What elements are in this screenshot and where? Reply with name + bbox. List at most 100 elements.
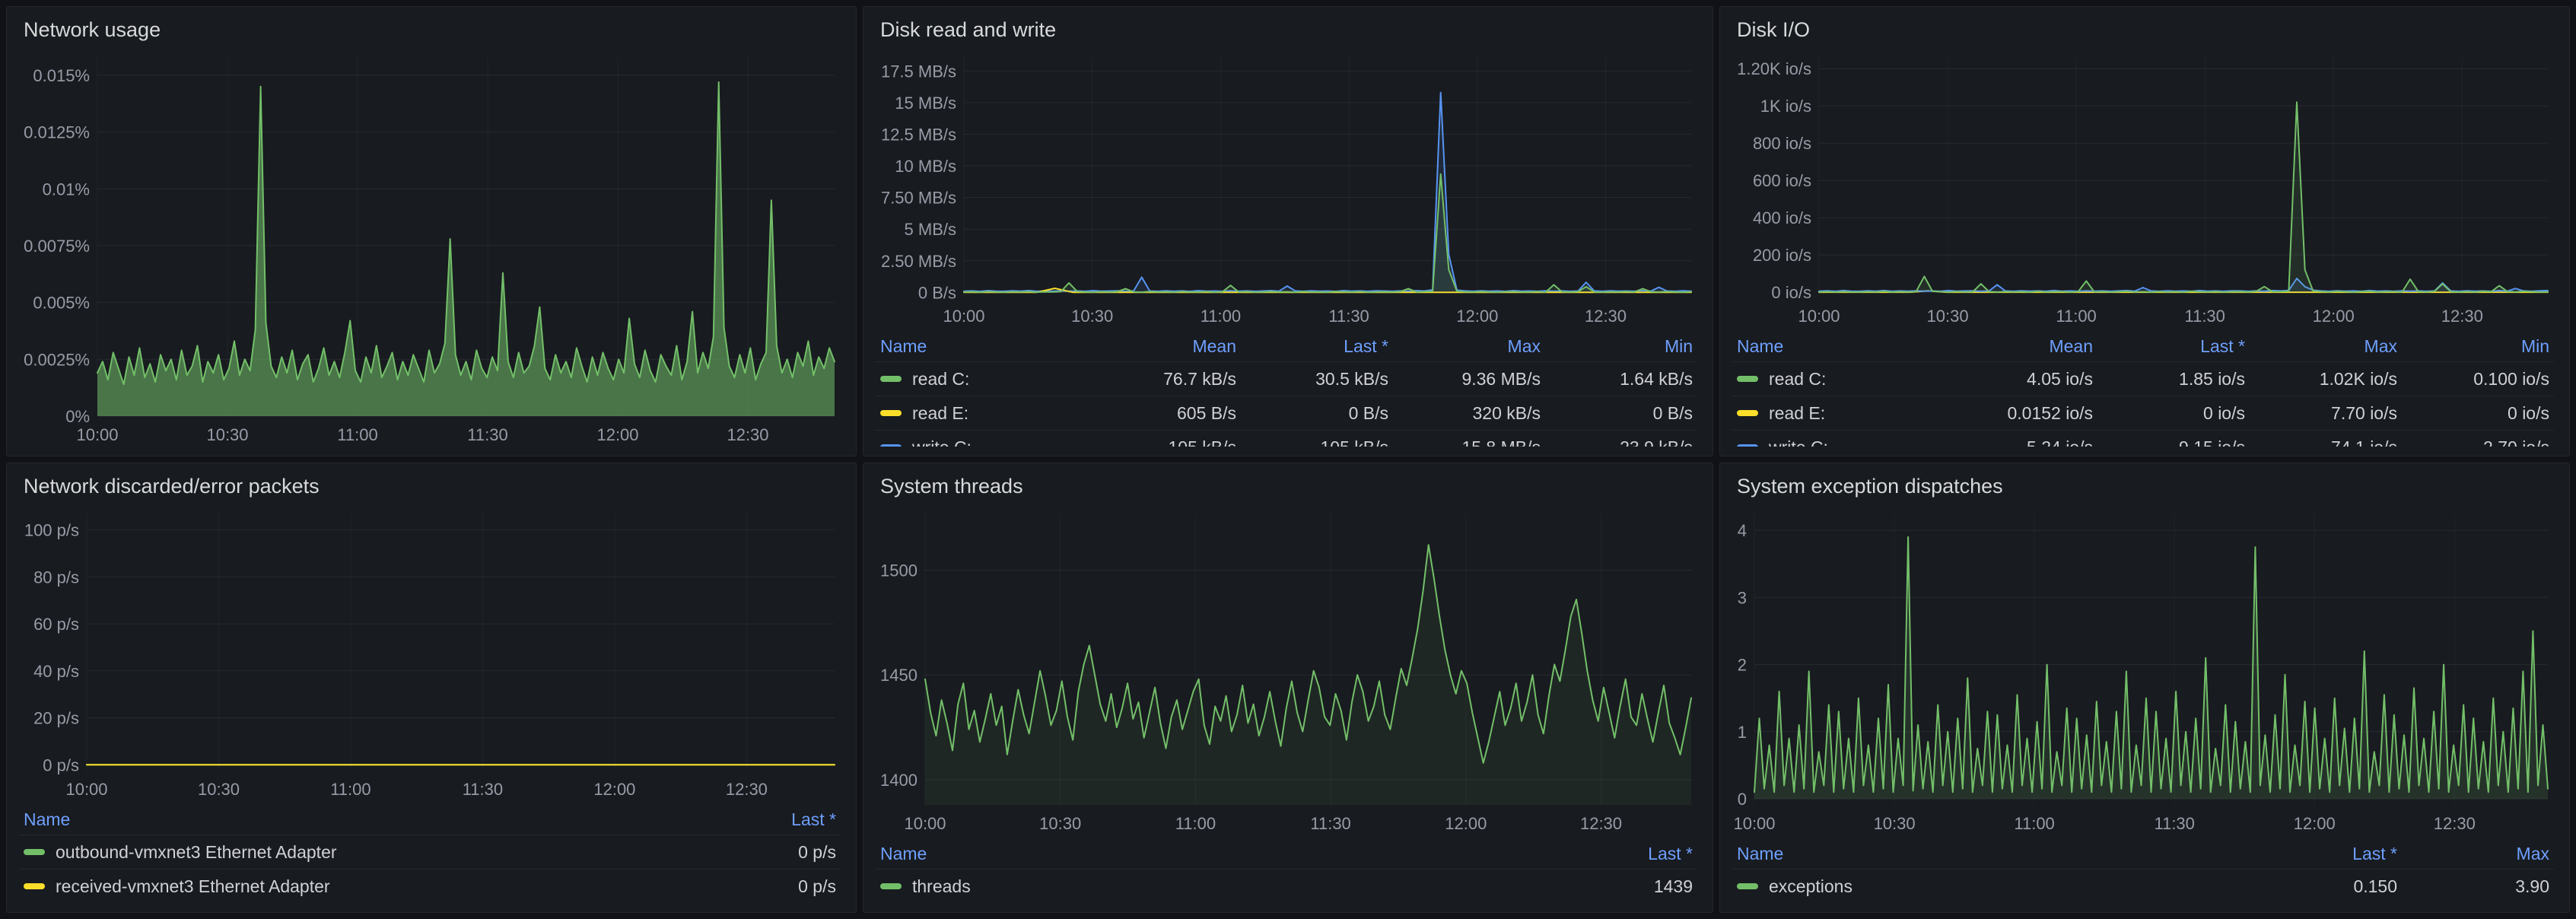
svg-text:0: 0 [1738, 790, 1747, 809]
system-threads-legend: Name Last * threads 1439 [874, 835, 1699, 903]
legend-header-col[interactable]: Min [1664, 335, 1693, 356]
legend-row[interactable]: outbound-vmxnet3 Ethernet Adapter 0 p/s [19, 835, 841, 869]
svg-text:12:30: 12:30 [726, 780, 768, 799]
svg-text:400 io/s: 400 io/s [1753, 208, 1811, 227]
svg-text:10:30: 10:30 [1927, 307, 1969, 326]
svg-text:12:00: 12:00 [2294, 814, 2336, 833]
svg-text:12:30: 12:30 [2434, 814, 2476, 833]
legend-value: 0 p/s [798, 841, 836, 862]
series-color-swatch [1737, 376, 1758, 382]
legend-value: 0.100 io/s [2473, 368, 2549, 389]
legend-header-name[interactable]: Name [1737, 843, 1784, 863]
legend-value: 3.90 [2515, 876, 2549, 896]
svg-text:11:30: 11:30 [2154, 814, 2194, 833]
legend-header-name[interactable]: Name [880, 843, 927, 863]
legend-row[interactable]: read E: 605 B/s 0 B/s 320 kB/s 0 B/s [876, 396, 1697, 430]
legend-series-name: exceptions [1769, 876, 1852, 896]
legend-series-name: outbound-vmxnet3 Ethernet Adapter [56, 841, 337, 862]
svg-text:7.50 MB/s: 7.50 MB/s [881, 188, 956, 207]
legend-header-col[interactable]: Min [2520, 335, 2549, 356]
legend-row[interactable]: read C: 4.05 io/s 1.85 io/s 1.02K io/s 0.100… [1732, 361, 2554, 396]
legend-value: 0 io/s [2203, 402, 2245, 423]
panel-title-system-exceptions[interactable]: System exception dispatches [1737, 475, 2003, 498]
svg-text:12:00: 12:00 [1445, 814, 1487, 833]
svg-text:10:00: 10:00 [1798, 307, 1840, 326]
svg-text:10:00: 10:00 [76, 425, 118, 444]
network-discarded-chart[interactable]: 10:00 10:30 11:00 11:30 12:00 12:30 0 p/s 20 p/… [17, 506, 842, 801]
legend-header-col[interactable]: Max [2364, 335, 2397, 356]
series-color-swatch [1737, 410, 1758, 416]
panel-title-system-threads[interactable]: System threads [880, 475, 1023, 498]
legend-value: 23.9 kB/s [1541, 437, 1693, 447]
svg-text:10:30: 10:30 [206, 425, 248, 444]
legend-value: 9.15 io/s [2093, 437, 2245, 447]
panel-title-disk-read-write[interactable]: Disk read and write [880, 18, 1057, 41]
disk-read-write-legend: Name Mean Last * Max Min read C: 76.7 kB/s 30.5… [874, 328, 1699, 447]
legend-header-col[interactable]: Last * [1648, 843, 1693, 863]
svg-text:11:00: 11:00 [337, 425, 377, 444]
svg-text:11:00: 11:00 [2056, 307, 2096, 326]
legend-header: Name Last * [876, 838, 1697, 869]
legend-value: 0.0152 io/s [2007, 402, 2093, 423]
legend-value: 605 B/s [1177, 402, 1236, 423]
svg-text:2: 2 [1738, 655, 1747, 674]
svg-text:10:00: 10:00 [1733, 814, 1775, 833]
svg-text:12:30: 12:30 [2441, 307, 2483, 326]
svg-text:10:30: 10:30 [1039, 814, 1081, 833]
legend-value: 1.64 kB/s [1620, 368, 1693, 389]
svg-text:12:30: 12:30 [727, 425, 768, 444]
legend-row[interactable]: write C: 5.24 io/s9.15 io/s74.1 io/s2.70 … [1732, 430, 2554, 447]
panel-title-network-usage[interactable]: Network usage [24, 18, 161, 41]
legend-row[interactable]: write C:105 kB/s105 kB/s15.8 MB/s23.9 kB… [876, 430, 1697, 447]
legend-header-col[interactable]: Last * [2352, 843, 2397, 863]
svg-text:1: 1 [1738, 723, 1747, 742]
svg-text:17.5 MB/s: 17.5 MB/s [881, 62, 956, 81]
svg-text:0.0125%: 0.0125% [24, 122, 90, 142]
disk-read-write-chart[interactable]: 10:00 10:30 11:00 11:30 12:00 12:30 0 B/s 2.50 … [874, 49, 1699, 328]
svg-text:40 p/s: 40 p/s [33, 662, 79, 681]
panel-title-disk-io[interactable]: Disk I/O [1737, 18, 1811, 41]
network-discarded-legend: Name Last * outbound-vmxnet3 Ethernet Adap… [17, 801, 842, 903]
legend-header-name[interactable]: Name [1737, 335, 1784, 356]
legend-value: 5.24 io/s [1941, 437, 2093, 447]
panel-system-exceptions: System exception dispatches 10:00 10:30 11… [1719, 463, 2570, 913]
legend-value: 30.5 kB/s [1315, 368, 1388, 389]
system-threads-chart[interactable]: 10:00 10:30 11:00 11:30 12:00 12:30 1400 1450 15… [874, 506, 1699, 835]
legend-header-col[interactable]: Max [2516, 843, 2549, 863]
legend-row[interactable]: threads 1439 [876, 869, 1697, 903]
legend-series-name: write C: [912, 437, 972, 447]
series-color-swatch [1737, 444, 1758, 447]
disk-io-chart[interactable]: 10:00 10:30 11:00 11:30 12:00 12:30 0 io/s 200 … [1731, 49, 2555, 328]
panel-network-discarded: Network discarded/error packets 10:00 10:… [6, 463, 857, 913]
legend-header: Name Mean Last * Max Min [876, 331, 1697, 361]
svg-text:11:00: 11:00 [2014, 814, 2054, 833]
svg-text:0.0025%: 0.0025% [24, 350, 90, 369]
legend-header-col[interactable]: Last * [791, 809, 836, 829]
network-usage-chart[interactable]: 10:00 10:30 11:00 11:30 12:00 12:30 0% 0.0025% 0… [17, 49, 842, 447]
svg-text:0 io/s: 0 io/s [1771, 283, 1811, 302]
legend-row[interactable]: read C: 76.7 kB/s 30.5 kB/s 9.36 MB/s 1.64 k… [876, 361, 1697, 396]
svg-text:0 p/s: 0 p/s [43, 755, 79, 774]
legend-header-name[interactable]: Name [24, 809, 71, 829]
legend-header-col[interactable]: Last * [1344, 335, 1388, 356]
legend-value: 105 kB/s [1236, 437, 1389, 447]
system-exceptions-chart[interactable]: 10:00 10:30 11:00 11:30 12:00 12:30 0 1 2 3 4 [1731, 506, 2555, 835]
legend-value: 1439 [1653, 876, 1693, 896]
legend-value: 0 p/s [798, 876, 836, 896]
svg-text:10:30: 10:30 [198, 780, 240, 799]
svg-text:80 p/s: 80 p/s [33, 568, 79, 587]
legend-header-name[interactable]: Name [880, 335, 927, 356]
series-color-swatch [24, 849, 45, 855]
series-color-swatch [880, 883, 902, 889]
panel-system-threads: System threads 10:00 10:30 11:00 11:30 12:00… [863, 463, 1713, 913]
legend-header-col[interactable]: Max [1507, 335, 1541, 356]
svg-text:12.5 MB/s: 12.5 MB/s [881, 125, 956, 144]
legend-row[interactable]: received-vmxnet3 Ethernet Adapter 0 p/s [19, 869, 841, 903]
panel-title-network-discarded[interactable]: Network discarded/error packets [24, 475, 320, 498]
legend-row[interactable]: exceptions 0.150 3.90 [1732, 869, 2554, 903]
legend-header-col[interactable]: Last * [2200, 335, 2245, 356]
legend-header-col[interactable]: Mean [1192, 335, 1236, 356]
legend-header-col[interactable]: Mean [2049, 335, 2093, 356]
svg-text:1450: 1450 [880, 666, 918, 685]
legend-row[interactable]: read E: 0.0152 io/s 0 io/s 7.70 io/s 0 io/s [1732, 396, 2554, 430]
